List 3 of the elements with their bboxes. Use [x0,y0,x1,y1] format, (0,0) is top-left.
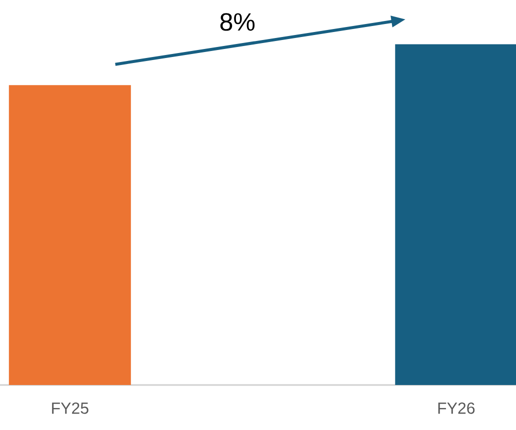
text: 8% [220,13,255,31]
x-tick-label: FY25 [52,402,88,414]
x-tick-label: FY26 [438,402,475,414]
